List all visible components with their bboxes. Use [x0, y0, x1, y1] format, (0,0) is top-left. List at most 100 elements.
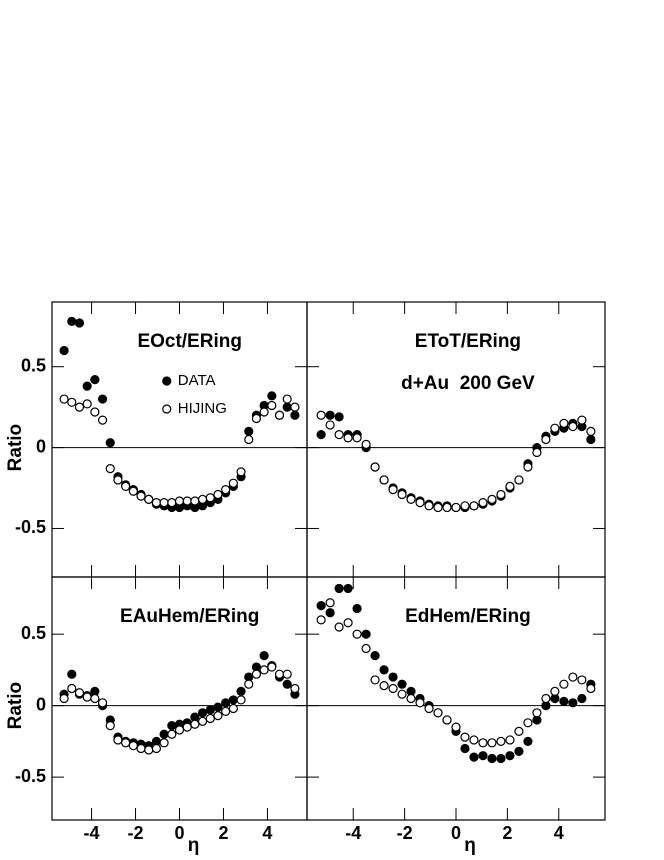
data-point [523, 718, 533, 728]
y-tick-label: 0 [36, 436, 46, 456]
data-point [316, 410, 326, 420]
data-point [128, 741, 138, 751]
data-point [290, 410, 300, 420]
data-point [316, 430, 326, 440]
data-point [151, 497, 162, 508]
data-point [577, 675, 587, 685]
data-point [159, 497, 169, 508]
data-point [82, 692, 92, 702]
data-point [151, 743, 162, 754]
data-point [415, 497, 425, 508]
data-point [379, 665, 389, 675]
data-point [259, 651, 269, 661]
data-point [174, 496, 185, 506]
x-tick-label: -2 [397, 823, 413, 843]
data-point [469, 752, 479, 762]
data-point [487, 753, 497, 764]
panel-title: EToT/ERing [415, 331, 521, 352]
data-point [469, 735, 479, 745]
data-point [221, 485, 231, 495]
data-point [244, 434, 254, 445]
data-point [334, 430, 344, 440]
data-point [190, 496, 200, 506]
data-point [174, 725, 185, 735]
y-tick-label: 0.5 [21, 623, 46, 643]
x-axis-label: η [188, 835, 200, 856]
x-tick-label: 2 [218, 823, 228, 843]
data-point [113, 475, 123, 485]
data-point [82, 381, 92, 391]
data-point [236, 686, 246, 696]
data-point [105, 438, 115, 448]
panel-title: EAuHem/ERing [120, 606, 259, 627]
data-point [197, 716, 208, 726]
data-point [460, 743, 470, 754]
data-point [113, 735, 123, 745]
data-point [74, 688, 85, 698]
data-point [568, 672, 578, 682]
data-point [406, 494, 416, 504]
x-tick-label: 2 [502, 823, 512, 843]
data-point [144, 745, 154, 755]
data-point [97, 698, 108, 708]
data-point [379, 475, 389, 485]
data-point [379, 681, 389, 691]
data-point [205, 705, 215, 715]
data-point [343, 433, 353, 443]
legend-label: HIJING [178, 400, 227, 417]
data-point [213, 489, 223, 500]
data-point [370, 651, 380, 661]
data-point [550, 686, 560, 696]
data-point [159, 738, 169, 748]
data-point [90, 693, 100, 704]
data-point [282, 402, 292, 412]
data-point [282, 669, 292, 679]
data-point [144, 494, 154, 504]
data-point [433, 708, 443, 718]
data-point [213, 702, 223, 712]
data-point [352, 603, 362, 614]
data-point [523, 462, 533, 472]
data-point [460, 501, 470, 511]
y-tick-label: -0.5 [15, 766, 46, 786]
data-point [496, 489, 506, 500]
legend-marker [162, 376, 172, 386]
data-point [523, 736, 533, 746]
data-point [74, 318, 85, 328]
data-point [67, 397, 77, 407]
data-point [67, 316, 77, 327]
data-point [397, 679, 407, 689]
data-point [343, 583, 353, 594]
data-point [159, 729, 169, 739]
data-point [59, 345, 69, 356]
data-point [267, 400, 277, 411]
data-point [541, 434, 551, 445]
data-point [568, 421, 578, 432]
data-point [469, 501, 479, 511]
data-point [514, 746, 524, 756]
data-point [282, 394, 292, 404]
data-point [259, 407, 269, 417]
data-point [97, 415, 108, 425]
panel-title: EdHem/ERing [405, 606, 531, 627]
data-point [105, 464, 115, 474]
data-point [451, 502, 461, 513]
x-tick-label: -4 [345, 823, 361, 843]
data-point [424, 501, 434, 511]
data-point [577, 693, 587, 704]
data-point [121, 481, 131, 492]
data-point [274, 669, 285, 679]
data-point [267, 662, 277, 672]
data-point [343, 618, 353, 628]
data-point [167, 729, 177, 739]
data-point [190, 719, 200, 729]
data-point [487, 738, 497, 748]
data-point [136, 743, 146, 754]
data-point [352, 433, 362, 443]
data-point [514, 475, 524, 485]
data-point [442, 502, 452, 513]
legend-marker [162, 404, 172, 414]
data-point [82, 399, 92, 409]
y-axis-label: Ratio [5, 424, 26, 472]
